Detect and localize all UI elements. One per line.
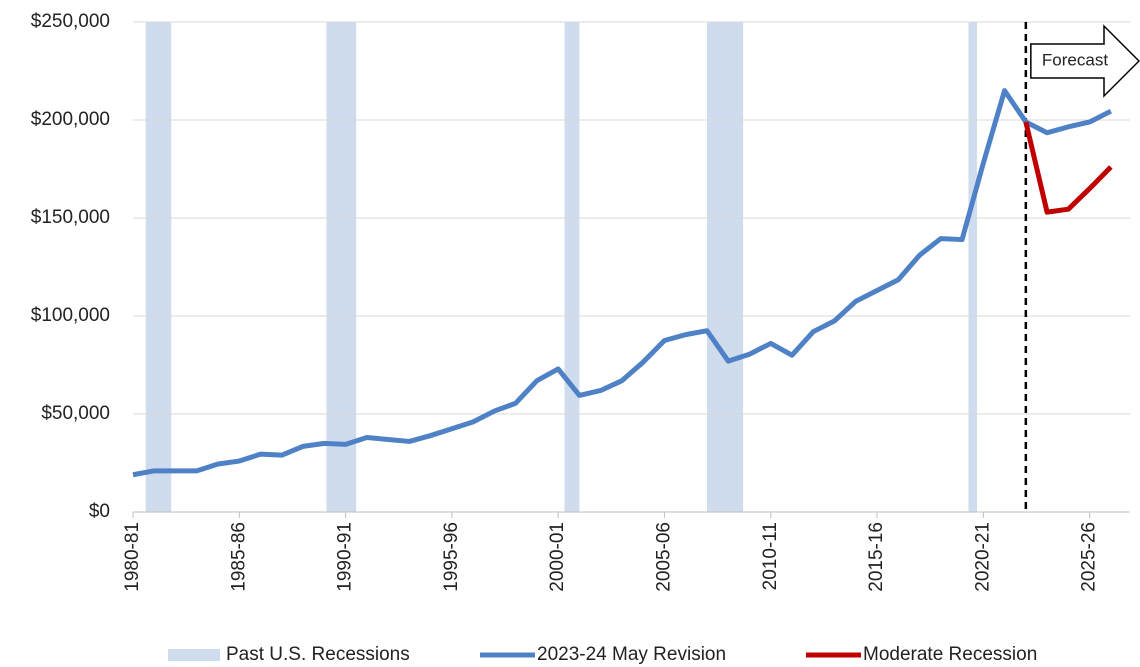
y-tick-label: $0 (89, 501, 110, 522)
recession-band (706, 22, 744, 512)
y-tick-label: $150,000 (31, 207, 110, 228)
legend-label: Past U.S. Recessions (226, 644, 410, 665)
x-tick-label: 2005-06 (653, 522, 674, 592)
x-tick-label: 2025-26 (1079, 522, 1100, 592)
recession-band (968, 22, 977, 512)
x-tick-label: 2000-01 (547, 522, 568, 592)
x-tick-label: 1990-91 (335, 522, 356, 592)
series-line (1023, 121, 1113, 215)
x-tick-label: 1985-86 (228, 522, 249, 592)
recession-band (564, 22, 580, 512)
forecast-label: Forecast (1042, 50, 1108, 69)
x-tick-label: 2015-16 (866, 522, 887, 592)
x-tick-label: 2020-21 (972, 522, 993, 592)
y-tick-label: $250,000 (31, 11, 110, 32)
legend-label: Moderate Recession (863, 644, 1037, 665)
x-tick-label: 1980-81 (122, 522, 143, 592)
forecast-arrow (1030, 24, 1140, 98)
legend-swatch (168, 649, 220, 661)
y-tick-label: $100,000 (31, 305, 110, 326)
y-tick-label: $200,000 (31, 109, 110, 130)
recession-band (326, 22, 357, 512)
series-line (132, 88, 1113, 478)
y-tick-label: $50,000 (41, 403, 110, 424)
x-tick-label: 2010-11 (760, 522, 781, 590)
x-tick-label: 1995-96 (441, 522, 462, 592)
legend-label: 2023-24 May Revision (537, 644, 726, 665)
recession-band (145, 22, 172, 512)
